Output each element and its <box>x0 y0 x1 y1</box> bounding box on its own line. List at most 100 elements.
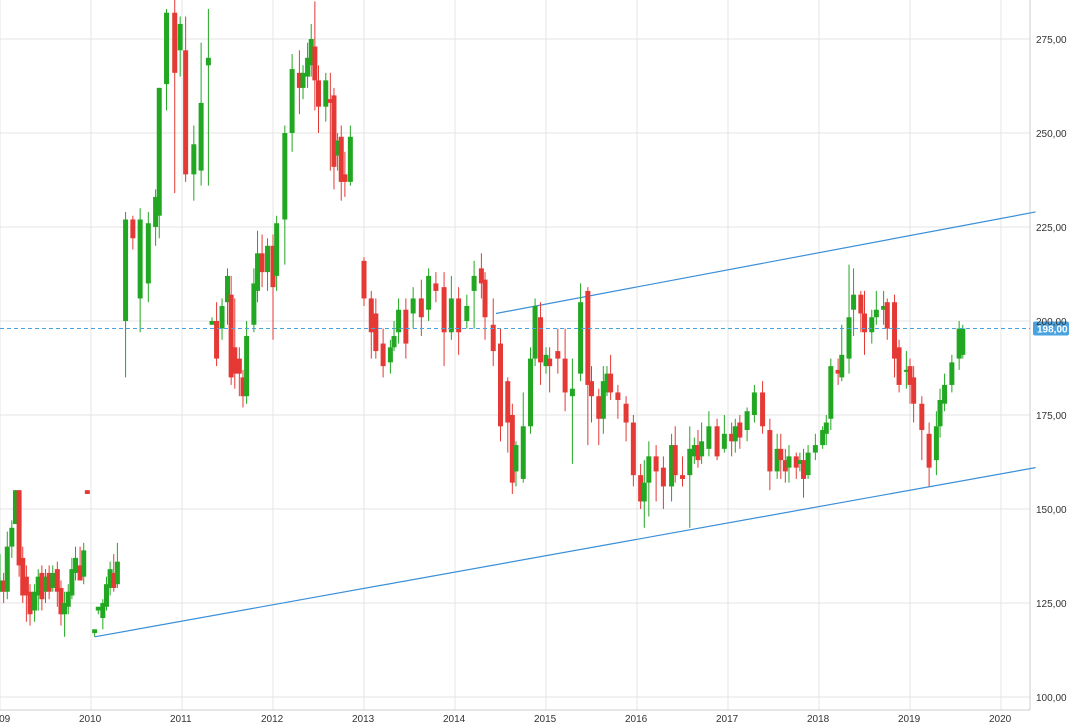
candle-body <box>873 309 879 318</box>
candle-down <box>77 546 83 581</box>
candle-up <box>851 268 857 337</box>
candle-body <box>198 102 204 171</box>
candle-body <box>205 57 211 66</box>
candle-up <box>32 584 38 622</box>
candle-down <box>23 565 29 622</box>
candle-body <box>391 336 397 348</box>
candle-up <box>251 268 257 333</box>
candle-down <box>236 347 242 397</box>
candle-body <box>585 290 591 385</box>
candle-body <box>259 253 265 273</box>
candle-body <box>300 72 306 88</box>
candle-body <box>653 456 659 472</box>
candle-body <box>39 572 45 600</box>
candle-up <box>92 629 98 637</box>
candle-up <box>65 584 71 615</box>
candle-down <box>183 16 189 182</box>
candle-up <box>62 591 68 637</box>
candle-up <box>244 321 250 404</box>
candle-body <box>209 321 215 325</box>
candle-body <box>699 441 705 457</box>
candle-up <box>225 268 230 325</box>
candle-down <box>862 290 867 355</box>
candle-body <box>498 343 503 427</box>
candle-down <box>714 418 720 461</box>
candle-down <box>16 490 22 577</box>
candle-body <box>107 569 113 588</box>
candle-body <box>737 422 743 438</box>
candle-up <box>604 366 610 397</box>
candle-up <box>274 215 280 291</box>
candle-body <box>251 283 257 325</box>
candle-up <box>137 208 143 333</box>
candle-body <box>862 313 867 333</box>
current-price-layer: 198,00 <box>0 321 1069 336</box>
candle-down <box>418 279 424 337</box>
candle-body <box>760 392 766 427</box>
candle-up <box>600 366 606 434</box>
candle-body <box>335 140 341 156</box>
candle-down <box>884 298 890 340</box>
candle-body <box>380 343 386 367</box>
candle-up <box>956 321 962 370</box>
candle-body <box>50 572 56 588</box>
candle-body <box>441 287 447 333</box>
candle-body <box>387 347 393 363</box>
x-tick-label: 2015 <box>534 714 557 725</box>
candle-body <box>812 445 818 453</box>
candle-body <box>114 561 120 585</box>
candle-up <box>103 576 109 611</box>
candle-body <box>312 46 318 81</box>
y-tick-label: 200,00 <box>1036 317 1067 328</box>
candle-body <box>123 219 129 321</box>
candle-body <box>911 377 917 404</box>
candle-body <box>641 482 647 502</box>
candle-body <box>778 448 784 461</box>
candle-body <box>615 392 621 400</box>
candle-body <box>137 219 143 299</box>
candle-up <box>732 418 738 453</box>
candle-body <box>426 275 432 310</box>
candle-up <box>209 317 215 325</box>
candle-body <box>347 136 353 182</box>
candle-up <box>528 347 534 434</box>
candle-body <box>153 196 159 227</box>
candle-up <box>426 268 432 321</box>
candle-up <box>305 42 311 88</box>
candle-down <box>782 448 788 483</box>
candles-layer <box>0 0 966 637</box>
candle-body <box>316 80 321 107</box>
candle-up <box>873 290 879 325</box>
candle-body <box>578 302 584 374</box>
candle-down <box>509 403 515 494</box>
candle-up <box>177 16 183 77</box>
candle-up <box>839 324 845 382</box>
candle-body <box>937 399 943 427</box>
candle-down <box>39 565 45 611</box>
candle-down <box>547 347 553 393</box>
candle-body <box>327 99 333 103</box>
candle-down <box>562 328 568 412</box>
candle-body <box>751 392 757 415</box>
candle-up <box>265 238 271 291</box>
candle-up <box>114 542 120 588</box>
candle-down <box>793 452 799 479</box>
candle-up <box>198 42 204 186</box>
candle-body <box>240 377 246 397</box>
candle-body <box>793 456 799 468</box>
candle-body <box>65 591 71 607</box>
candle-up <box>805 445 811 479</box>
candle-body <box>562 358 568 393</box>
candle-up <box>744 407 750 442</box>
candle-body <box>797 460 803 464</box>
candle-body <box>528 358 534 427</box>
candle-up <box>464 294 470 329</box>
y-tick-label: 125,00 <box>1036 599 1067 610</box>
candle-body <box>296 72 302 88</box>
candle-body <box>183 50 189 175</box>
candle-body <box>714 426 720 457</box>
candle-up <box>828 358 834 431</box>
candle-down <box>316 65 321 133</box>
candle-body <box>219 305 225 329</box>
candle-body <box>721 433 727 449</box>
